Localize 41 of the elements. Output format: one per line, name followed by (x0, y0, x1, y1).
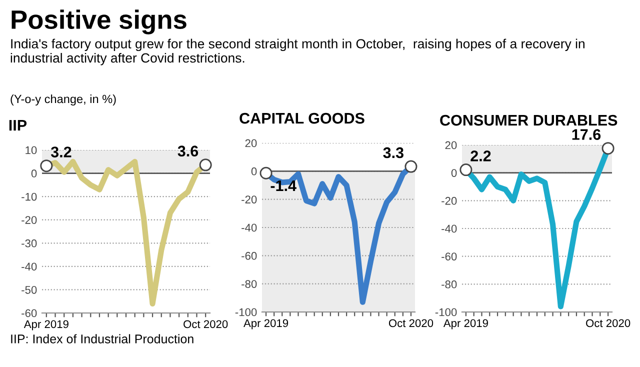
y-tick-label: -60 (242, 252, 257, 260)
y-tick-label: -100 (435, 308, 457, 316)
y-tick-label: -80 (242, 280, 257, 288)
y-tick-label: -30 (22, 239, 37, 248)
x-tick-label: Oct 2020 (184, 320, 228, 328)
y-tick-label: -40 (22, 262, 37, 271)
chart-title: CONSUMER DURABLES (440, 114, 618, 126)
y-tick-label: -60 (22, 309, 37, 318)
annotation: 3.3 (383, 147, 404, 158)
y-tick-label: -80 (442, 280, 457, 288)
x-tick-label: Oct 2020 (586, 319, 630, 328)
x-tick-label: Apr 2019 (24, 320, 68, 330)
y-tick-label: -20 (22, 216, 37, 224)
annotation: 2.2 (470, 150, 491, 162)
x-tick-label: Oct 2020 (388, 319, 434, 328)
y-tick-label: -50 (22, 286, 37, 294)
annotation: 17.6 (572, 129, 601, 140)
annotation: -1.4 (270, 180, 296, 191)
annotation: 3.2 (50, 146, 72, 158)
y-tick-label: -100 (235, 308, 257, 316)
text: IIP: Index of Industrial Production (11, 334, 194, 344)
text: India's factory output grew for the second straight month in October, raising hopes of a recovery in industrial activity after Covid restrictions. (10, 38, 584, 66)
y-tick-label: -10 (22, 192, 37, 201)
y-tick-label: 20 (445, 141, 457, 150)
y-tick-label: 0 (251, 167, 257, 176)
y-tick-label: 20 (245, 139, 257, 148)
y-tick-label: -40 (442, 224, 457, 233)
annotation: 3.6 (178, 146, 198, 157)
y-tick-label: 0 (31, 170, 37, 178)
x-tick-label: Apr 2019 (244, 319, 288, 330)
y-tick-label: -20 (442, 196, 457, 205)
y-tick-label: 0 (451, 169, 457, 177)
y-tick-label: -40 (242, 224, 257, 232)
y-tick-label: -60 (442, 252, 457, 260)
y-tick-label: 10 (26, 146, 37, 154)
text: Positive signs (12, 10, 186, 34)
y-tick-label: -20 (242, 196, 257, 204)
chart-title: CAPITAL GOODS (240, 112, 364, 124)
text: (Y-o-y change, in %) (10, 94, 116, 106)
chart-title: IIP (9, 120, 27, 131)
x-tick-label: Apr 2019 (443, 319, 488, 330)
